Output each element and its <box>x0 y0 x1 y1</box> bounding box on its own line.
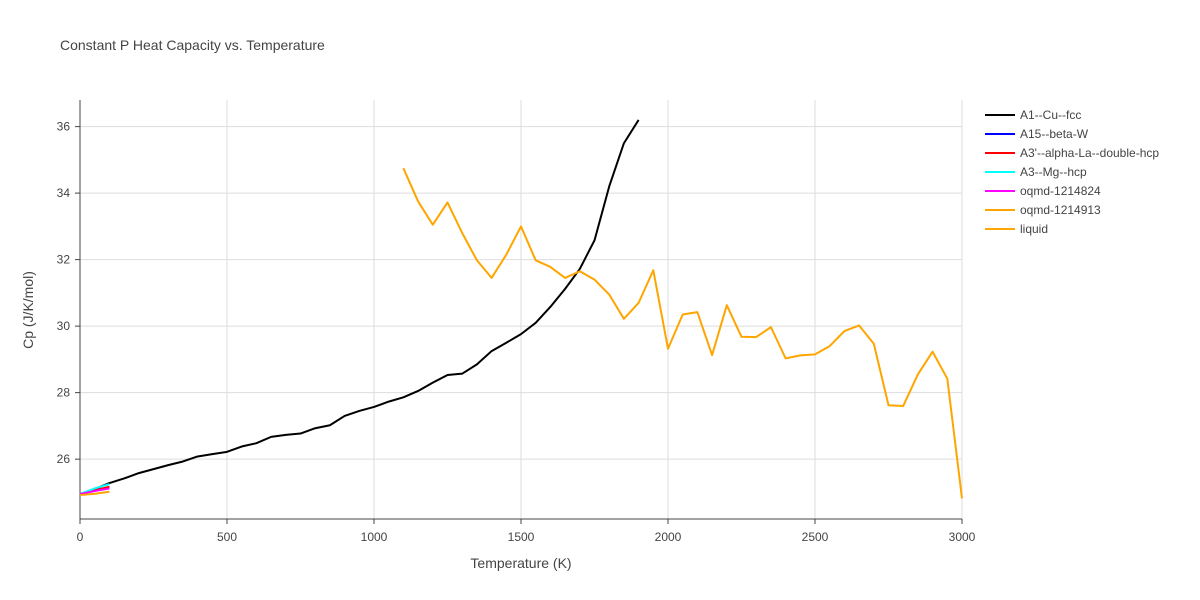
legend-item-liquid[interactable]: liquid <box>985 222 1048 236</box>
series-line-oqmd-1214824 <box>79 487 110 496</box>
legend-label: A3'--alpha-La--double-hcp <box>1020 146 1159 160</box>
legend-label: A1--Cu--fcc <box>1020 108 1081 122</box>
grid-lines <box>80 100 963 519</box>
series-line-a1-cu-fcc <box>79 119 640 496</box>
x-tick-label: 1000 <box>361 530 388 544</box>
legend-label: liquid <box>1020 222 1048 236</box>
legend-item-a3-alpha-la-double-hcp[interactable]: A3'--alpha-La--double-hcp <box>985 146 1159 160</box>
y-tick-label: 32 <box>57 253 71 267</box>
y-tick-label: 26 <box>57 452 71 466</box>
x-tick-label: 500 <box>217 530 237 544</box>
y-tick-label: 30 <box>57 319 71 333</box>
x-tick-label: 0 <box>77 530 84 544</box>
y-axis-title: Cp (J/K/mol) <box>20 271 36 349</box>
y-tick-label: 34 <box>57 186 71 200</box>
legend-label: A15--beta-W <box>1020 127 1089 141</box>
legend-label: A3--Mg--hcp <box>1020 165 1087 179</box>
chart-title: Constant P Heat Capacity vs. Temperature <box>60 37 325 53</box>
series-lines <box>79 119 963 499</box>
legend-item-a3-mg-hcp[interactable]: A3--Mg--hcp <box>985 165 1087 179</box>
legend-label: oqmd-1214913 <box>1020 203 1101 217</box>
y-tick-label: 28 <box>57 386 71 400</box>
legend-label: oqmd-1214824 <box>1020 184 1101 198</box>
y-tick-label: 36 <box>57 120 71 134</box>
axes: 0 500 1000 1500 2000 2500 3000 26 28 30 32 34 36 <box>57 100 976 544</box>
legend-item-oqmd-1214824[interactable]: oqmd-1214824 <box>985 184 1101 198</box>
x-tick-label: 1500 <box>508 530 535 544</box>
legend-item-a1-cu-fcc[interactable]: A1--Cu--fcc <box>985 108 1081 122</box>
x-tick-label: 3000 <box>949 530 976 544</box>
x-tick-label: 2500 <box>802 530 829 544</box>
legend[interactable]: A1--Cu--fcc A15--beta-W A3'--alpha-La--dou… <box>985 108 1159 236</box>
legend-item-a15-beta-w[interactable]: A15--beta-W <box>985 127 1089 141</box>
legend-item-oqmd-1214913[interactable]: oqmd-1214913 <box>985 203 1101 217</box>
x-axis-title: Temperature (K) <box>470 555 571 571</box>
x-tick-label: 2000 <box>655 530 682 544</box>
series-line-liquid <box>402 167 963 499</box>
series-line-oqmd-1214913 <box>79 490 110 497</box>
